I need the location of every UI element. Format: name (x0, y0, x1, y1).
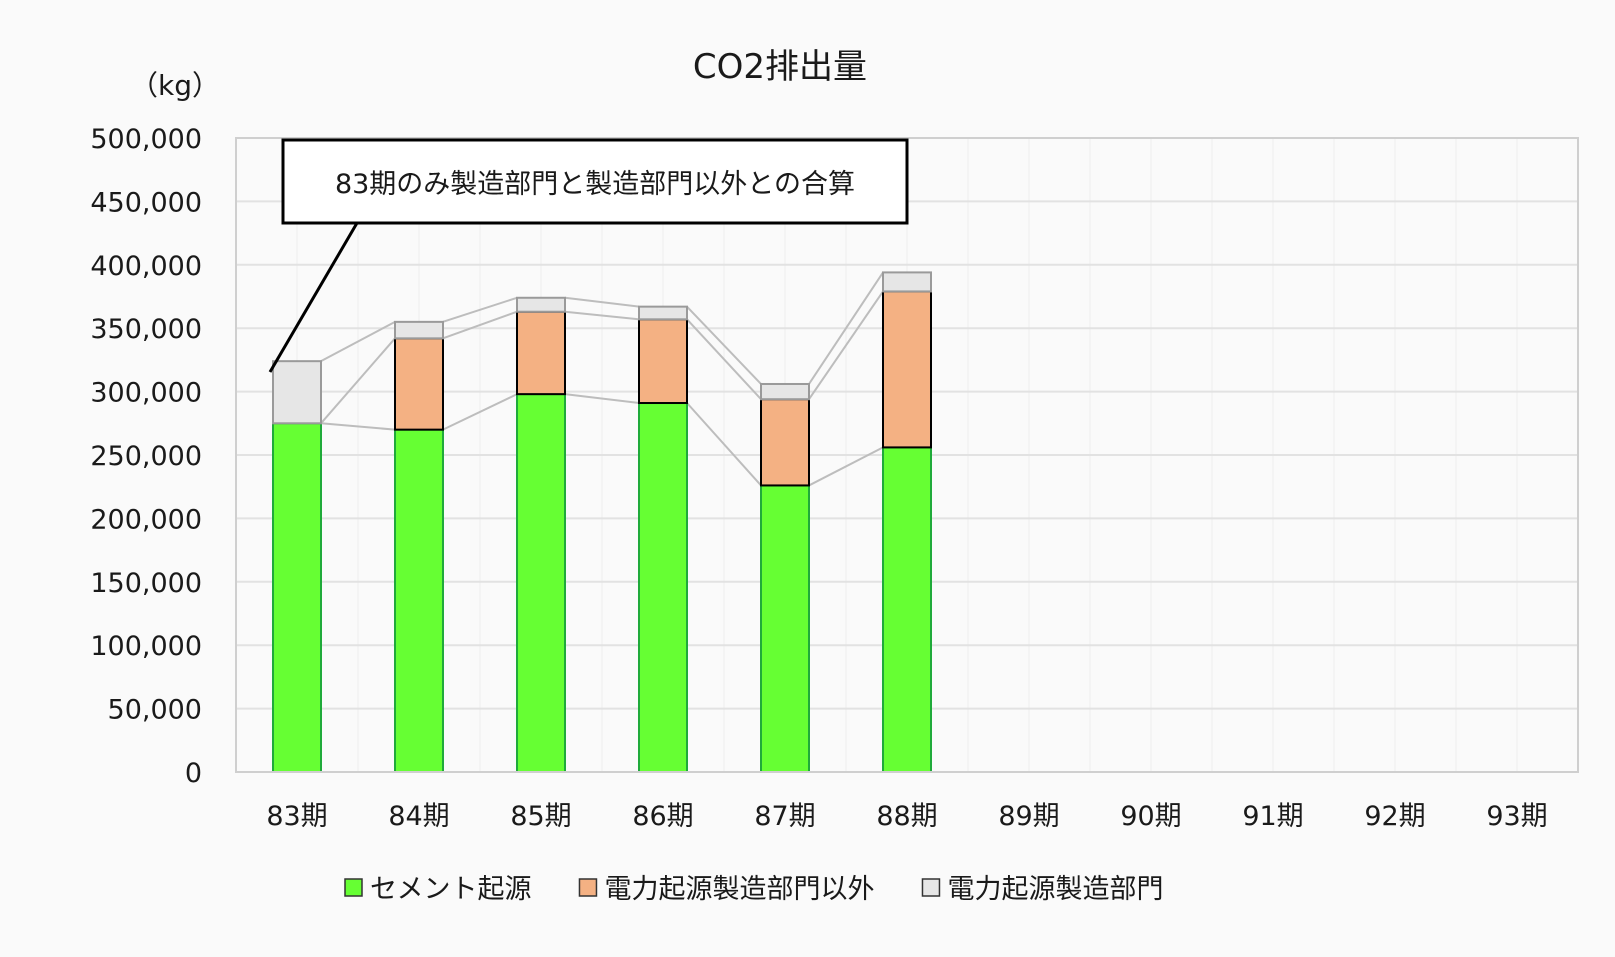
series-connector-line (686, 318, 762, 400)
x-tick-label: 87期 (754, 801, 815, 832)
bar-segment (394, 337, 444, 431)
y-tick-label: 500,000 (90, 124, 202, 155)
legend-label: 電力起源製造部門 (947, 874, 1163, 905)
series-connector-lines (320, 271, 884, 487)
x-tick-label: 85期 (510, 801, 571, 832)
x-axis-tick-labels: 83期 84期 85期 86期 87期 88期 89期 90期 91期 92期 93期 (266, 801, 1547, 832)
annotation-leader-line (268, 222, 359, 373)
bar-segment (394, 320, 444, 340)
x-tick-label: 91期 (1242, 801, 1303, 832)
legend: セメント起源 電力起源製造部門以外 電力起源製造部門 (344, 874, 1163, 905)
series-connector-line (808, 271, 884, 385)
bar-segment (882, 271, 932, 293)
x-tick-label: 83期 (266, 801, 327, 832)
series-connector-line (686, 305, 762, 385)
series-connector-line (320, 320, 396, 363)
chart-title: CO2排出量 (693, 47, 867, 87)
y-tick-label: 100,000 (90, 631, 202, 662)
x-tick-label: 84期 (388, 801, 449, 832)
series-connector-line (442, 310, 518, 340)
x-tick-label: 88期 (876, 801, 937, 832)
bar-segment (638, 318, 688, 405)
bar-segment (638, 402, 688, 773)
legend-swatch (578, 878, 598, 897)
series-connector-line (686, 402, 762, 487)
bar-segment (516, 296, 566, 313)
x-tick-label: 90期 (1120, 801, 1181, 832)
series-connector-line (564, 310, 640, 321)
bar-segment (882, 290, 932, 449)
bar-segment (272, 360, 322, 425)
y-tick-label: 400,000 (90, 251, 202, 282)
bar-segment (760, 484, 810, 773)
bar-segment (516, 393, 566, 773)
y-tick-label: 450,000 (90, 187, 202, 218)
y-tick-label: 250,000 (90, 441, 202, 472)
x-tick-label: 92期 (1364, 801, 1425, 832)
bar-segment (882, 446, 932, 773)
series-connector-line (808, 446, 884, 487)
series-connector-line (320, 337, 396, 424)
series-connector-line (442, 296, 518, 323)
y-axis-tick-labels: 0 50,000 100,000 150,000 200,000 250,000 300,0… (90, 124, 202, 789)
stacked-bars (272, 271, 932, 773)
bar-segment (760, 382, 810, 401)
series-connector-line (320, 422, 396, 431)
x-tick-label: 86期 (632, 801, 693, 832)
bar-segment (516, 310, 566, 396)
plot-area-frame (235, 137, 1579, 773)
legend-label: セメント起源 (370, 874, 531, 905)
annotation-text: 83期のみ製造部門と製造部門以外との合算 (335, 169, 855, 200)
series-connector-line (442, 393, 518, 431)
legend-swatch (344, 878, 363, 897)
series-connector-line (808, 290, 884, 400)
y-tick-label: 200,000 (90, 504, 202, 535)
y-tick-label: 300,000 (90, 378, 202, 409)
annotation-box (281, 138, 909, 225)
bar-segment (394, 428, 444, 773)
bar-segment (638, 305, 688, 321)
annotation-callout: 83期のみ製造部門と製造部門以外との合算 (268, 138, 909, 373)
x-tick-label: 93期 (1486, 801, 1547, 832)
y-tick-label: 350,000 (90, 314, 202, 345)
y-axis-unit-label: （kg） (130, 69, 220, 102)
series-connector-line (564, 296, 640, 308)
legend-label: 電力起源製造部門以外 (604, 874, 874, 905)
y-tick-label: 150,000 (90, 568, 202, 599)
series-connector-line (564, 393, 640, 405)
legend-swatch (921, 878, 941, 897)
y-tick-label: 0 (185, 758, 202, 789)
x-tick-label: 89期 (998, 801, 1059, 832)
bar-segment (272, 422, 322, 773)
bar-segment (760, 398, 810, 487)
y-tick-label: 50,000 (108, 695, 202, 726)
